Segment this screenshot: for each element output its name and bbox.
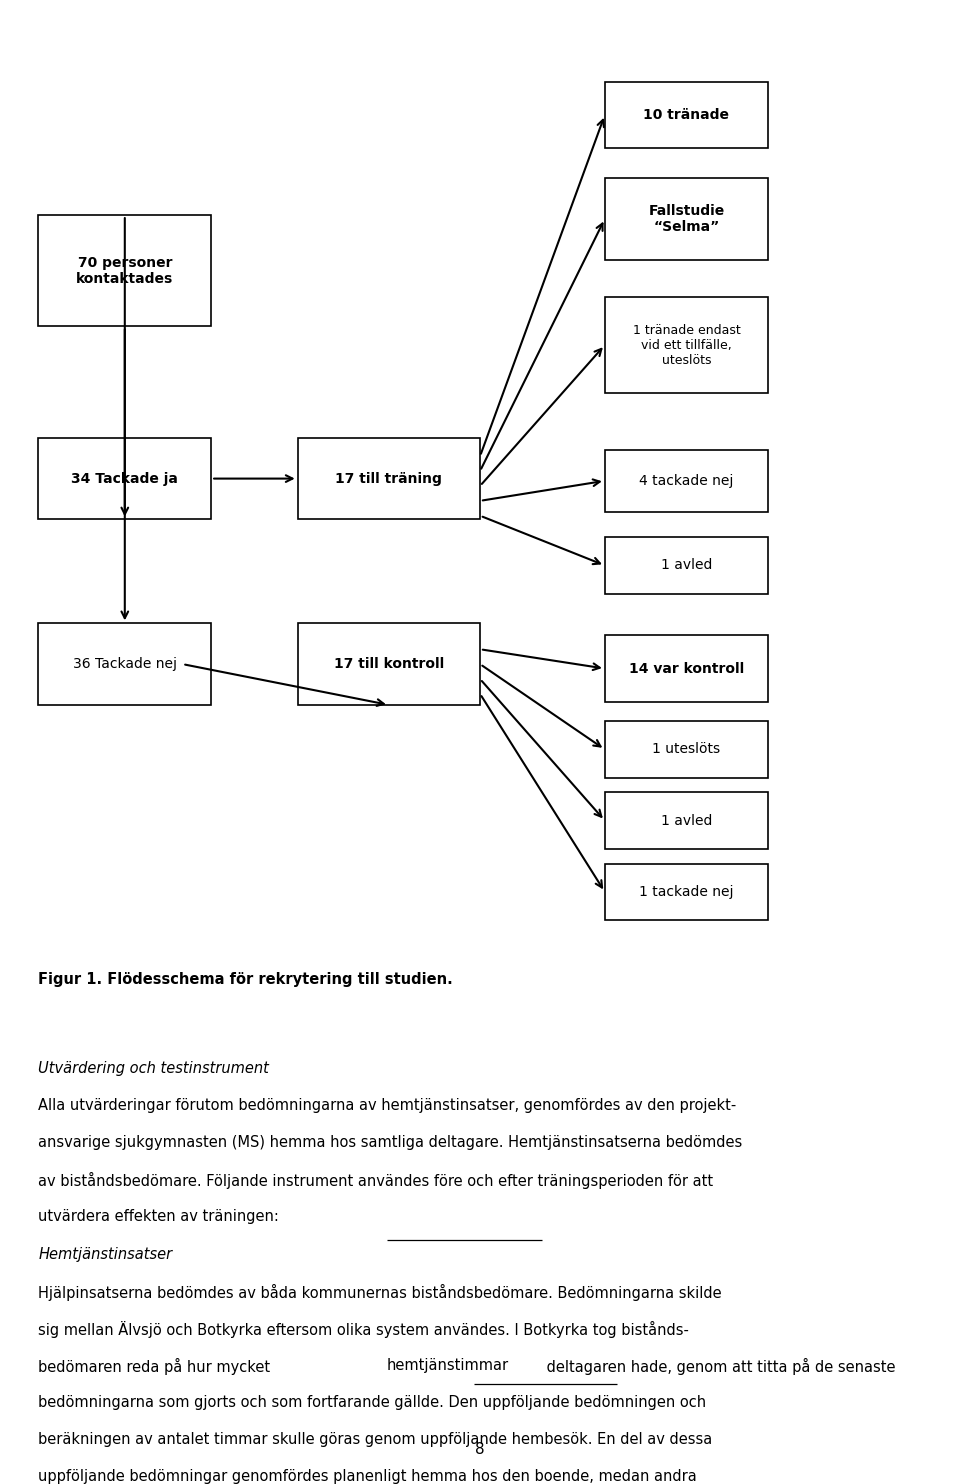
Text: 1 avled: 1 avled <box>660 813 712 828</box>
FancyBboxPatch shape <box>605 537 768 594</box>
Text: ansvarige sjukgymnasten (MS) hemma hos samtliga deltagare. Hemtjänstinsatserna b: ansvarige sjukgymnasten (MS) hemma hos s… <box>38 1135 743 1150</box>
Text: Figur 1. Flödesschema för rekrytering till studien.: Figur 1. Flödesschema för rekrytering ti… <box>38 972 453 987</box>
Text: 17 till träning: 17 till träning <box>335 472 443 485</box>
Text: 10 tränade: 10 tränade <box>643 108 730 122</box>
Text: 17 till kontroll: 17 till kontroll <box>334 657 444 671</box>
FancyBboxPatch shape <box>605 450 768 512</box>
FancyBboxPatch shape <box>298 623 480 705</box>
Text: 36 Tackade nej: 36 Tackade nej <box>73 657 177 671</box>
FancyBboxPatch shape <box>38 215 211 326</box>
Text: uppföljande bedömningar genomfördes planenligt hemma hos den boende, medan andra: uppföljande bedömningar genomfördes plan… <box>38 1469 697 1484</box>
Text: Fallstudie
“Selma”: Fallstudie “Selma” <box>648 203 725 234</box>
Text: bedömningarna som gjorts och som fortfarande gällde. Den uppföljande bedömningen: bedömningarna som gjorts och som fortfar… <box>38 1395 707 1410</box>
Text: Utvärdering och testinstrument: Utvärdering och testinstrument <box>38 1061 269 1076</box>
Text: 70 personer
kontaktades: 70 personer kontaktades <box>76 255 174 286</box>
Text: 1 tränade endast
vid ett tillfälle,
uteslöts: 1 tränade endast vid ett tillfälle, utes… <box>633 324 740 367</box>
FancyBboxPatch shape <box>605 82 768 148</box>
Text: sig mellan Älvsjö och Botkyrka eftersom olika system användes. I Botkyrka tog bi: sig mellan Älvsjö och Botkyrka eftersom … <box>38 1321 689 1337</box>
Text: deltagaren hade, genom att titta på de senaste: deltagaren hade, genom att titta på de s… <box>541 1358 895 1374</box>
FancyBboxPatch shape <box>298 438 480 519</box>
FancyBboxPatch shape <box>38 623 211 705</box>
Text: Alla utvärderingar förutom bedömningarna av hemtjänstinsatser, genomfördes av de: Alla utvärderingar förutom bedömningarna… <box>38 1098 736 1113</box>
Text: 4 tackade nej: 4 tackade nej <box>639 473 733 488</box>
Text: 1 tackade nej: 1 tackade nej <box>639 884 733 899</box>
FancyBboxPatch shape <box>605 864 768 920</box>
FancyBboxPatch shape <box>605 178 768 260</box>
FancyBboxPatch shape <box>605 792 768 849</box>
Text: 8: 8 <box>475 1442 485 1457</box>
FancyBboxPatch shape <box>605 635 768 702</box>
Text: 14 var kontroll: 14 var kontroll <box>629 662 744 675</box>
Text: beräkningen av antalet timmar skulle göras genom uppföljande hembesök. En del av: beräkningen av antalet timmar skulle gör… <box>38 1432 712 1447</box>
Text: Hjälpinsatserna bedömdes av båda kommunernas biståndsbedömare. Bedömningarna ski: Hjälpinsatserna bedömdes av båda kommune… <box>38 1284 722 1300</box>
Text: 1 uteslöts: 1 uteslöts <box>653 742 720 757</box>
FancyBboxPatch shape <box>605 297 768 393</box>
Text: utvärdera effekten av träningen:: utvärdera effekten av träningen: <box>38 1209 279 1224</box>
Text: 1 avled: 1 avled <box>660 558 712 573</box>
FancyBboxPatch shape <box>38 438 211 519</box>
Text: bedömaren reda på hur mycket: bedömaren reda på hur mycket <box>38 1358 276 1374</box>
Text: Hemtjänstinsatser: Hemtjänstinsatser <box>38 1247 173 1261</box>
Text: av biståndsbedömare. Följande instrument användes före och efter träningsperiode: av biståndsbedömare. Följande instrument… <box>38 1172 713 1189</box>
Text: 34 Tackade ja: 34 Tackade ja <box>71 472 179 485</box>
Text: hemtjänstimmar: hemtjänstimmar <box>387 1358 509 1373</box>
FancyBboxPatch shape <box>605 721 768 778</box>
